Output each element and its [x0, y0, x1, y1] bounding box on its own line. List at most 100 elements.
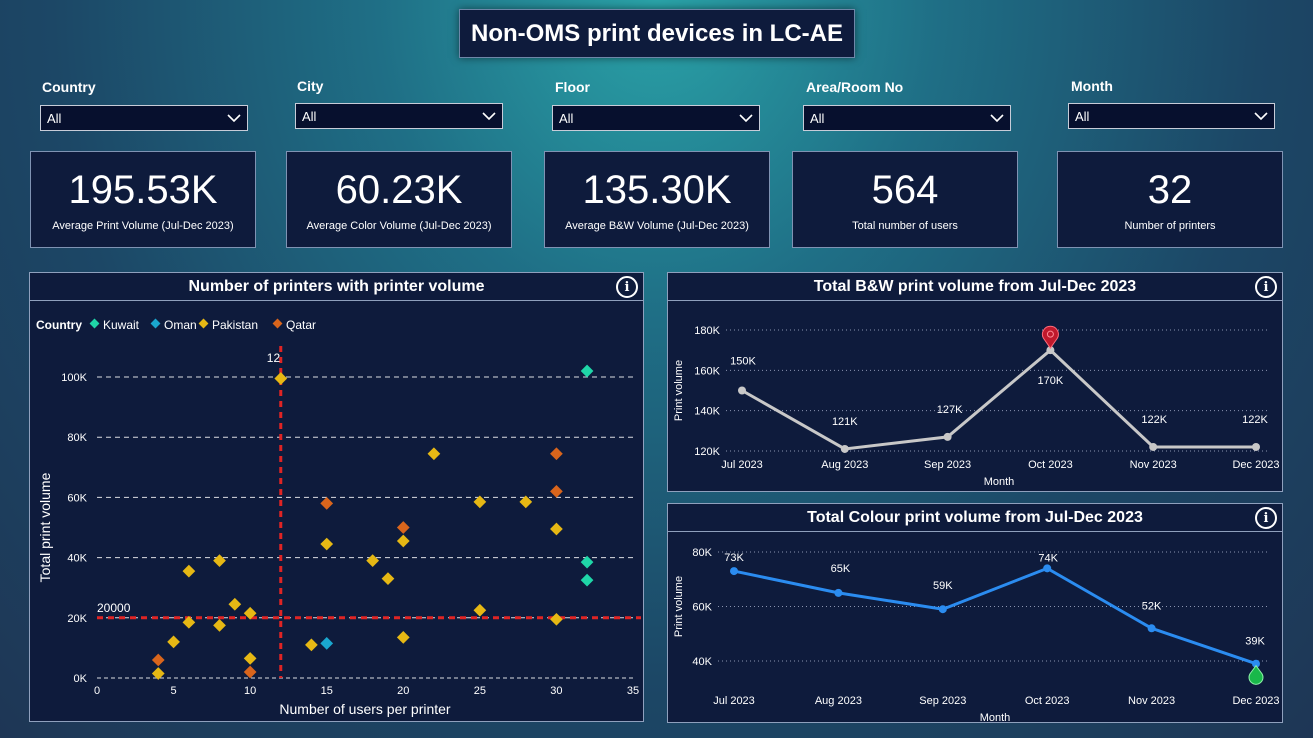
bw-chart-title: Total B&W print volume from Jul-Dec 2023 [668, 273, 1282, 301]
kpi-card-num-printers: 32 Number of printers [1057, 151, 1283, 248]
data-point [243, 606, 257, 620]
y-tick-label: 40K [692, 656, 712, 668]
x-tick-label: Sep 2023 [924, 459, 971, 471]
kpi-label: Total number of users [852, 219, 958, 232]
data-point [738, 386, 746, 395]
kpi-value: 60.23K [335, 167, 463, 212]
area-room-dropdown[interactable]: All [803, 105, 1011, 131]
x-axis-title: Month [980, 712, 1011, 722]
filter-label: City [297, 78, 324, 94]
scatter-chart: Country Kuwait Oman Pakistan Qatar 0K 20K 40K 60… [36, 318, 641, 717]
legend-label: Qatar [286, 318, 316, 332]
filter-label: Floor [555, 79, 590, 95]
y-axis-title: Print volume [673, 576, 685, 637]
kpi-card-avg-color-volume: 60.23K Average Color Volume (Jul-Dec 202… [286, 151, 512, 248]
chevron-down-icon [227, 114, 241, 123]
x-tick-label: Oct 2023 [1025, 695, 1070, 707]
data-point [182, 615, 196, 629]
month-dropdown[interactable]: All [1068, 103, 1275, 129]
color-chart-panel: Total Colour print volume from Jul-Dec 2… [667, 503, 1283, 723]
kpi-label: Number of printers [1124, 219, 1216, 232]
dropdown-value: All [1075, 108, 1090, 124]
kpi-label: Average Print Volume (Jul-Dec 2023) [52, 219, 234, 232]
data-point [320, 537, 334, 551]
legend-title: Country [36, 318, 82, 332]
scatter-chart-title: Number of printers with printer volume [30, 273, 643, 301]
data-point [1046, 346, 1055, 355]
data-point [381, 572, 395, 586]
country-dropdown[interactable]: All [40, 105, 248, 131]
data-point [1149, 442, 1158, 451]
data-point [550, 485, 563, 498]
data-label: 52K [1142, 600, 1162, 612]
page-title: Non-OMS print devices in LC-AE [459, 9, 855, 58]
bw-chart-panel: Total B&W print volume from Jul-Dec 2023… [667, 272, 1283, 492]
data-point [550, 522, 563, 536]
data-label: 39K [1245, 636, 1265, 648]
data-label: 127K [937, 404, 963, 416]
data-point [167, 635, 180, 649]
data-point [213, 618, 226, 632]
data-point [473, 603, 487, 617]
kpi-card-total-users: 564 Total number of users [792, 151, 1018, 248]
data-point [580, 573, 594, 587]
data-point [473, 495, 487, 509]
data-label: 59K [933, 580, 953, 592]
filter-label: Country [42, 79, 96, 95]
x-tick-label: Oct 2023 [1028, 459, 1073, 471]
data-point [320, 637, 334, 650]
y-tick-label: 40K [67, 553, 87, 565]
data-label: 150K [730, 356, 756, 368]
data-point [840, 444, 849, 453]
data-point [274, 372, 288, 385]
kpi-label: Average Color Volume (Jul-Dec 2023) [306, 219, 492, 232]
filter-label: Month [1071, 78, 1113, 94]
info-icon[interactable]: i [1255, 276, 1277, 298]
data-point [305, 638, 318, 652]
chevron-down-icon [482, 112, 496, 121]
kpi-value: 135.30K [582, 167, 732, 212]
legend-label: Oman [164, 318, 197, 332]
data-point [1252, 659, 1260, 668]
x-tick-label: 20 [397, 685, 409, 697]
data-point [396, 631, 410, 644]
dropdown-value: All [47, 110, 62, 126]
data-point [1252, 442, 1260, 451]
city-dropdown[interactable]: All [295, 103, 503, 129]
x-tick-label: Nov 2023 [1130, 459, 1177, 471]
dropdown-value: All [810, 110, 825, 126]
x-tick-label: Sep 2023 [919, 695, 966, 707]
info-icon[interactable]: i [616, 276, 638, 298]
y-axis-title: Print volume [673, 360, 685, 421]
kpi-card-avg-print-volume: 195.53K Average Print Volume (Jul-Dec 20… [30, 151, 256, 248]
y-tick-label: 120K [694, 446, 720, 458]
legend-label: Kuwait [103, 318, 140, 332]
dropdown-value: All [302, 108, 317, 124]
data-point [1043, 564, 1052, 573]
x-tick-label: 15 [321, 685, 333, 697]
data-label: 170K [1038, 375, 1064, 387]
color-line-chart: 40K 60K 80K Jul 2023 Aug 2023 Sep 2023 Oct 202… [673, 547, 1280, 722]
y-tick-label: 140K [694, 406, 720, 418]
info-icon[interactable]: i [1255, 507, 1277, 529]
y-tick-label: 80K [67, 432, 87, 444]
data-point [366, 554, 380, 567]
x-tick-label: Dec 2023 [1232, 459, 1279, 471]
filter-label: Area/Room No [806, 79, 904, 95]
floor-dropdown[interactable]: All [552, 105, 760, 131]
data-point [1147, 624, 1156, 633]
data-label: 73K [724, 552, 744, 564]
data-point [730, 567, 738, 576]
kpi-value: 564 [871, 167, 939, 212]
y-tick-label: 60K [692, 602, 712, 614]
data-point [182, 564, 196, 578]
data-label: 74K [1038, 552, 1058, 564]
data-point [580, 364, 594, 378]
kpi-label: Average B&W Volume (Jul-Dec 2023) [565, 219, 749, 232]
series-line [733, 566, 1257, 666]
y-tick-label: 160K [694, 365, 720, 377]
legend-marker [198, 318, 209, 329]
chevron-down-icon [990, 114, 1004, 123]
dropdown-value: All [559, 110, 574, 126]
data-point [550, 612, 563, 626]
